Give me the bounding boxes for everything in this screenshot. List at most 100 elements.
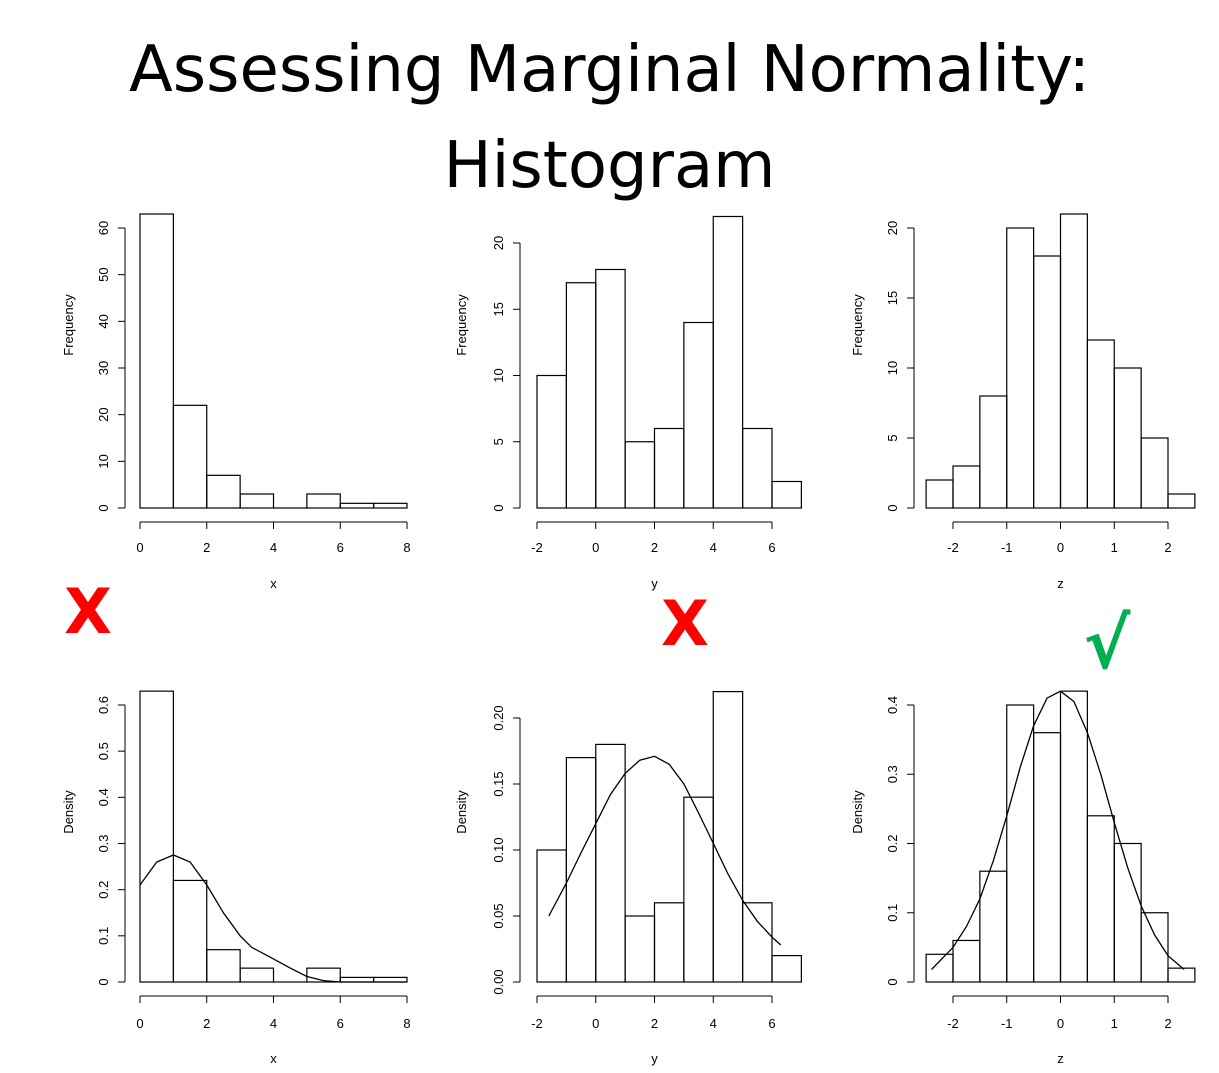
histogram-bar	[771, 480, 802, 509]
histogram-bar	[206, 949, 241, 983]
x-tick-label: 8	[403, 540, 410, 555]
title-line-1: Assessing Marginal Normality:	[129, 33, 1090, 107]
title-line-2: Histogram	[443, 129, 776, 203]
y-tick-label: 15	[885, 291, 900, 305]
panel-3: -2 -1 0 1 2 z 0 5 10 15 20 Frequency	[850, 213, 1196, 591]
x-tick-label: 0	[136, 540, 143, 555]
histogram-bar	[952, 465, 981, 509]
x-tick-label: -2	[947, 540, 959, 555]
histogram-bar	[712, 690, 744, 983]
histogram-bar	[1086, 339, 1115, 509]
histogram-bar	[339, 502, 375, 509]
histogram-bar	[1140, 437, 1169, 509]
x-axis-label: x	[270, 576, 277, 591]
y-tick-label: 50	[96, 267, 111, 281]
x-axis-label: x	[270, 1051, 277, 1066]
histogram-bar	[683, 321, 714, 509]
x-tick-label: 4	[710, 540, 717, 555]
histogram-bar	[925, 953, 954, 983]
histogram-bar	[239, 967, 275, 983]
histogram-bar	[536, 374, 567, 509]
histogram-bar	[1006, 227, 1035, 509]
histogram-bar	[952, 939, 981, 983]
histogram-bar	[1033, 255, 1062, 509]
y-tick-label: 0.1	[885, 904, 900, 922]
x-tick-label: 0	[1057, 1016, 1064, 1031]
y-tick-label: 10	[885, 361, 900, 375]
histogram-bar	[1059, 690, 1088, 983]
y-tick-label: 60	[96, 221, 111, 235]
cross-mark-icon: X	[661, 587, 709, 660]
x-tick-label: 2	[651, 1016, 658, 1031]
histogram-bar	[1167, 493, 1196, 509]
histogram-bar	[712, 215, 744, 509]
histogram-bar	[742, 427, 773, 509]
histogram-bar	[624, 441, 656, 509]
histogram-bar	[979, 395, 1008, 509]
x-tick-label: -2	[531, 540, 543, 555]
y-tick-label: 0.4	[96, 788, 111, 806]
density-curve	[931, 690, 1185, 970]
histogram-bar	[624, 915, 656, 983]
density-curve	[548, 755, 782, 946]
y-tick-label: 10	[491, 368, 506, 382]
y-tick-label: 0.6	[96, 696, 111, 714]
y-tick-label: 0.15	[491, 771, 506, 796]
histogram-bar	[339, 976, 375, 983]
y-axis-label: Frequency	[850, 294, 865, 356]
histogram-bar	[925, 479, 954, 509]
y-tick-label: 0	[96, 978, 111, 985]
histogram-bar	[1167, 967, 1196, 983]
histogram-bar	[536, 849, 567, 983]
histogram-bar	[595, 268, 626, 509]
histogram-bar	[172, 404, 208, 509]
histogram-bar	[239, 493, 275, 509]
histogram-bar	[306, 967, 341, 983]
y-tick-label: 20	[96, 407, 111, 421]
y-tick-label: 0	[96, 504, 111, 511]
histogram-bar	[1113, 367, 1142, 509]
x-tick-label: -2	[947, 1016, 959, 1031]
panel-1: 0 2 4 6 8 x 0 10 20 30 40 50 60 Frequency	[61, 213, 411, 591]
x-tick-label: 0	[592, 1016, 599, 1031]
x-tick-label: 6	[337, 1016, 344, 1031]
histogram-bar	[771, 954, 802, 983]
histogram-bar	[565, 282, 597, 509]
y-tick-label: 0.10	[491, 837, 506, 862]
x-tick-label: 8	[403, 1016, 410, 1031]
check-mark-icon: √	[1084, 603, 1131, 685]
x-tick-label: 2	[203, 1016, 210, 1031]
x-tick-label: 6	[768, 1016, 775, 1031]
x-tick-label: 4	[710, 1016, 717, 1031]
y-tick-label: 20	[491, 236, 506, 250]
histogram-bar	[1033, 732, 1062, 983]
histogram-bar	[1006, 704, 1035, 983]
x-tick-label: 1	[1111, 1016, 1118, 1031]
x-tick-label: -1	[1001, 540, 1013, 555]
histogram-bar	[172, 879, 208, 983]
y-tick-label: 0.3	[96, 834, 111, 852]
histogram-bar	[742, 902, 773, 983]
y-tick-label: 0.2	[96, 881, 111, 899]
histogram-bar	[1059, 213, 1088, 509]
y-tick-label: 30	[96, 361, 111, 375]
y-tick-label: 0	[491, 504, 506, 511]
x-tick-label: 0	[136, 1016, 143, 1031]
histogram-bar	[1140, 912, 1169, 983]
panel-6: -2 -1 0 1 2 z 0 0.1 0.2 0.3 0.4 Density	[850, 690, 1196, 1066]
x-tick-label: 0	[592, 540, 599, 555]
histogram-bar	[565, 756, 597, 983]
cross-mark-icon: X	[64, 575, 112, 648]
density-curve	[139, 854, 407, 983]
histogram-bar	[653, 902, 685, 983]
x-tick-label: 2	[203, 540, 210, 555]
x-axis-label: y	[651, 1051, 658, 1066]
y-tick-label: 5	[491, 438, 506, 445]
page-title: Assessing Marginal Normality: Histogram	[0, 22, 1219, 214]
x-tick-label: 2	[1164, 540, 1171, 555]
x-tick-label: 2	[1164, 1016, 1171, 1031]
histogram-bar	[1086, 815, 1115, 983]
x-tick-label: -1	[1001, 1016, 1013, 1031]
y-tick-label: 10	[96, 454, 111, 468]
y-tick-label: 0.2	[885, 834, 900, 852]
